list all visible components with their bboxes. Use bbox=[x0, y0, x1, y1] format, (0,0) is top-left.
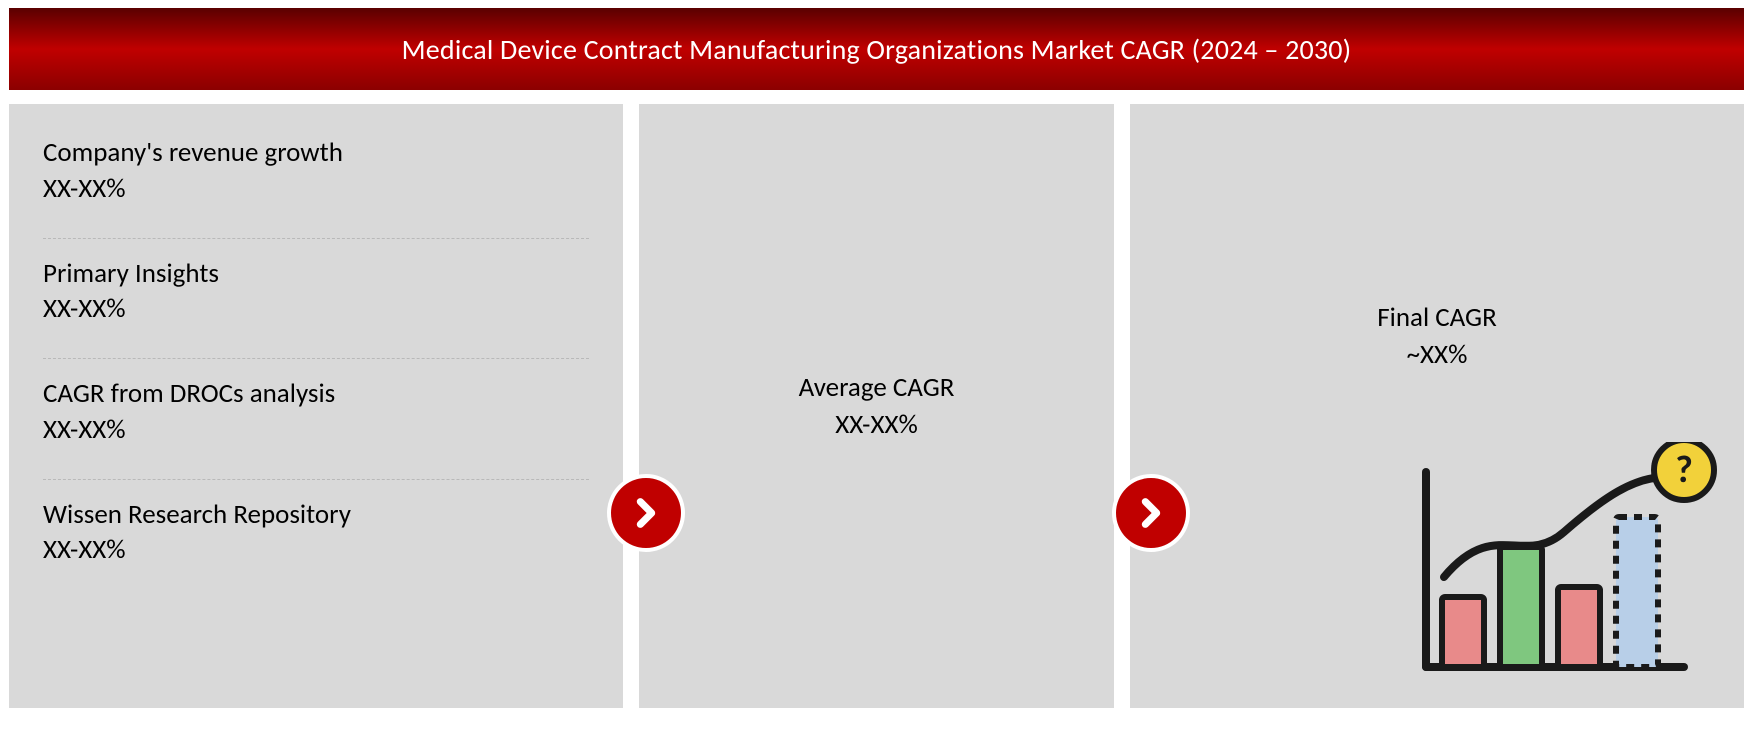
divider bbox=[43, 238, 589, 239]
arrow-icon bbox=[607, 474, 685, 552]
input-item: CAGR from DROCs analysis XX-XX% bbox=[43, 377, 589, 447]
input-value: XX-XX% bbox=[43, 172, 589, 206]
inputs-panel: Company's revenue growth XX-XX% Primary … bbox=[9, 104, 623, 708]
input-label: Company's revenue growth bbox=[43, 136, 589, 170]
input-value: XX-XX% bbox=[43, 413, 589, 447]
input-label: Primary Insights bbox=[43, 257, 589, 291]
chevron-right-icon bbox=[629, 496, 663, 530]
divider bbox=[43, 479, 589, 480]
final-panel: Final CAGR ~XX% ? bbox=[1130, 104, 1744, 708]
input-value: XX-XX% bbox=[43, 533, 589, 567]
input-item: Primary Insights XX-XX% bbox=[43, 257, 589, 327]
input-item: Company's revenue growth XX-XX% bbox=[43, 136, 589, 206]
final-cagr-value: ~XX% bbox=[1377, 338, 1497, 371]
chevron-right-icon bbox=[1134, 496, 1168, 530]
divider bbox=[43, 358, 589, 359]
svg-text:?: ? bbox=[1675, 447, 1693, 493]
panels-row: Company's revenue growth XX-XX% Primary … bbox=[9, 104, 1744, 708]
final-text-block: Final CAGR ~XX% bbox=[1377, 301, 1497, 371]
average-cagr-label: Average CAGR bbox=[799, 371, 955, 404]
average-panel: Average CAGR XX-XX% bbox=[639, 104, 1114, 708]
forecast-chart-icon: ? bbox=[1414, 442, 1734, 702]
arrow-icon bbox=[1112, 474, 1190, 552]
final-cagr-label: Final CAGR bbox=[1377, 301, 1497, 334]
average-cagr-value: XX-XX% bbox=[835, 408, 918, 441]
header-banner: Medical Device Contract Manufacturing Or… bbox=[9, 8, 1744, 90]
input-label: CAGR from DROCs analysis bbox=[43, 377, 589, 411]
input-label: Wissen Research Repository bbox=[43, 498, 589, 532]
header-title: Medical Device Contract Manufacturing Or… bbox=[402, 32, 1352, 67]
input-item: Wissen Research Repository XX-XX% bbox=[43, 498, 589, 568]
input-value: XX-XX% bbox=[43, 292, 589, 326]
